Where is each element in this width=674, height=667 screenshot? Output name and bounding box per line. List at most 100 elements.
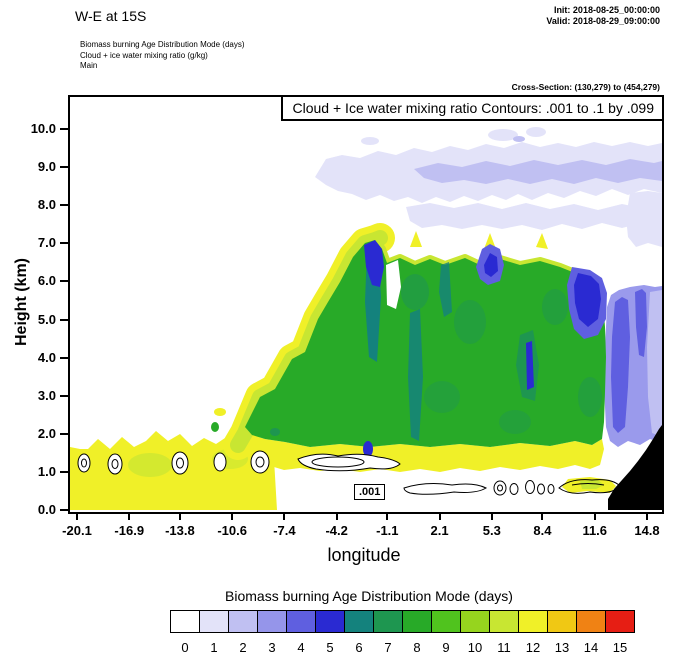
colorbar-tick-label: 6 xyxy=(355,640,363,655)
x-tick-mark xyxy=(490,512,493,520)
y-tick-label: 9.0 xyxy=(37,159,56,175)
y-tick-mark xyxy=(60,204,68,207)
x-tick-mark xyxy=(128,512,131,520)
x-tick-label: -1.1 xyxy=(376,523,399,538)
colorbar-tick-label: 13 xyxy=(554,640,570,655)
x-tick-label: -20.1 xyxy=(62,523,92,538)
colorbar-tick-label: 11 xyxy=(497,640,511,655)
embedded-young-cores xyxy=(211,240,602,457)
x-tick-mark xyxy=(178,512,181,520)
colorbar-tick-label: 2 xyxy=(239,640,247,655)
contour-info-box: Cloud + Ice water mixing ratio Contours:… xyxy=(280,97,662,121)
x-tick-mark xyxy=(646,512,648,520)
colorbar-tick-label: 10 xyxy=(467,640,483,655)
colorbar-tick-label: 3 xyxy=(268,640,276,655)
y-tick-label: 0.0 xyxy=(37,502,56,517)
colorbar-tick-label: 12 xyxy=(525,640,541,655)
colorbar-tick-label: 7 xyxy=(384,640,392,655)
valid-time: Valid: 2018-08-29_09:00:00 xyxy=(546,16,660,26)
y-tick-mark xyxy=(60,242,68,245)
x-tick-label: -7.4 xyxy=(273,523,296,538)
contour-value-label: .001 xyxy=(354,484,386,500)
x-tick-mark xyxy=(76,512,78,520)
x-tick-label: 2.1 xyxy=(430,523,449,538)
cross-section-coords: Cross-Section: (130,279) to (454,279) xyxy=(511,82,660,92)
colorbar-cell xyxy=(489,610,519,633)
colorbar-cell xyxy=(315,610,345,633)
y-tick-label: 10.0 xyxy=(30,121,56,136)
init-time: Init: 2018-08-25_00:00:00 xyxy=(553,5,660,15)
y-tick-mark xyxy=(60,318,68,321)
y-tick-label: 2.0 xyxy=(37,425,56,441)
colorbar-cell xyxy=(257,610,287,633)
x-tick-label: 11.6 xyxy=(582,523,608,538)
colorbar-title: Biomass burning Age Distribution Mode (d… xyxy=(225,588,513,604)
cross-section-plot: Cloud + Ice water mixing ratio Contours:… xyxy=(31,95,664,538)
y-tick-mark xyxy=(60,432,68,435)
colorbar-cell xyxy=(402,610,432,633)
y-tick-mark xyxy=(60,470,68,473)
page-title: W-E at 15S xyxy=(75,8,147,24)
field-line-grid: Main xyxy=(80,61,98,70)
field-line-contour: Cloud + ice water mixing ratio (g/kg) xyxy=(80,50,208,60)
colorbar xyxy=(170,610,635,633)
x-tick-label: -4.2 xyxy=(325,523,348,538)
x-tick-mark xyxy=(231,512,234,520)
colorbar-cell xyxy=(373,610,403,633)
east-edge-region xyxy=(604,285,662,447)
x-tick-mark xyxy=(283,512,286,520)
y-tick-label: 8.0 xyxy=(37,197,56,213)
x-tick-mark xyxy=(335,512,338,520)
x-tick-label: 14.8 xyxy=(634,523,660,538)
cloud-contour-lines xyxy=(81,456,652,496)
x-tick-label: 8.4 xyxy=(533,523,552,538)
colorbar-cell xyxy=(228,610,258,633)
colorbar-cell xyxy=(431,610,461,633)
colorbar-cell xyxy=(576,610,606,633)
colorbar-cell xyxy=(460,610,490,633)
y-tick-label: 3.0 xyxy=(37,387,56,403)
y-tick-label: 5.0 xyxy=(37,311,56,327)
y-tick-label: 7.0 xyxy=(37,235,56,251)
cloud-contour-cells xyxy=(77,450,401,475)
colorbar-tick-label: 9 xyxy=(442,640,450,655)
colorbar-labels: 0 1 2 3 4 5 6 7 8 9 10 11 12 13 14 15 xyxy=(170,640,635,655)
main-plume-region xyxy=(245,240,606,447)
upper-plume-layer xyxy=(315,127,662,247)
colorbar-cell xyxy=(547,610,577,633)
colorbar-tick-label: 15 xyxy=(612,640,628,655)
colorbar-tick-label: 8 xyxy=(413,640,421,655)
x-axis-title: longitude xyxy=(327,545,401,565)
field-description: Biomass burning Age Distribution Mode (d… xyxy=(80,40,245,72)
x-tick-mark xyxy=(438,512,441,520)
dark-blue-core xyxy=(567,267,607,339)
y-tick-label: 4.0 xyxy=(37,349,56,365)
colorbar-cell xyxy=(199,610,229,633)
colorbar-cell xyxy=(344,610,374,633)
x-tick-label: -13.8 xyxy=(165,523,195,538)
colorbar-tick-label: 1 xyxy=(210,640,218,655)
colorbar-cell xyxy=(170,610,200,633)
y-tick-mark xyxy=(60,280,68,283)
x-tick-mark xyxy=(541,512,544,520)
x-tick-mark xyxy=(386,512,389,520)
field-line-shaded: Biomass burning Age Distribution Mode (d… xyxy=(80,40,245,49)
colorbar-cell xyxy=(286,610,316,633)
y-tick-mark xyxy=(60,356,68,359)
colorbar-tick-label: 0 xyxy=(181,640,189,655)
contour-fill-canvas xyxy=(70,97,662,512)
x-tick-label: 5.3 xyxy=(482,523,501,538)
y-tick-label: 6.0 xyxy=(37,273,56,289)
y-tick-mark xyxy=(60,394,68,397)
y-tick-label: 1.0 xyxy=(37,463,56,479)
x-tick-label: -16.9 xyxy=(114,523,145,538)
colorbar-tick-label: 14 xyxy=(583,640,599,655)
y-tick-mark xyxy=(60,509,68,511)
x-tick-label: -10.6 xyxy=(217,523,247,538)
colorbar-cell xyxy=(605,610,635,633)
y-tick-mark xyxy=(60,128,68,130)
y-tick-mark xyxy=(60,166,68,169)
colorbar-cell xyxy=(518,610,548,633)
run-times: Init: 2018-08-25_00:00:00 Valid: 2018-08… xyxy=(546,5,660,27)
